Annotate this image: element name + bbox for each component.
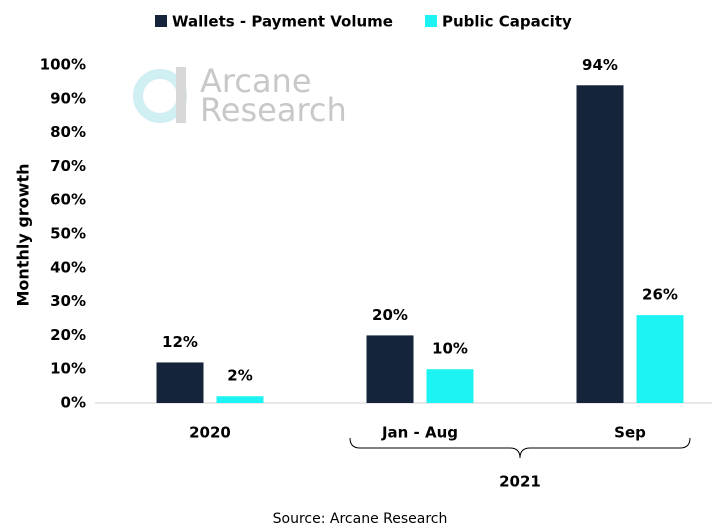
data-label: 12%: [162, 333, 198, 351]
y-axis-label: Monthly growth: [14, 164, 33, 307]
y-tick-label: 90%: [50, 89, 86, 107]
data-label: 26%: [642, 286, 678, 304]
y-tick-label: 70%: [50, 157, 86, 175]
y-tick-label: 50%: [50, 225, 86, 243]
bar: [576, 85, 624, 403]
y-tick-label: 0%: [61, 394, 86, 412]
x-tick-label: Jan - Aug: [381, 424, 458, 442]
watermark-text: Arcane: [200, 62, 312, 100]
watermark-text: Research: [200, 91, 347, 129]
legend-label: Wallets - Payment Volume: [172, 13, 393, 31]
bar: [636, 315, 684, 403]
y-tick-label: 40%: [50, 258, 86, 276]
bar: [366, 335, 414, 403]
bar: [156, 362, 204, 403]
watermark-logo: [176, 67, 186, 123]
x-tick-label: Sep: [614, 424, 646, 442]
data-label: 2%: [227, 367, 252, 385]
watermark: Arcane Research: [133, 62, 347, 129]
watermark-logo: [133, 69, 187, 123]
data-label: 94%: [582, 56, 618, 74]
bar: [426, 369, 474, 403]
bar: [216, 396, 264, 403]
legend-swatch: [155, 15, 167, 27]
y-tick-label: 80%: [50, 123, 86, 141]
group-label: 2021: [499, 473, 541, 491]
y-tick-label: 20%: [50, 326, 86, 344]
y-tick-label: 60%: [50, 191, 86, 209]
legend-swatch: [424, 15, 437, 27]
data-label: 10%: [432, 340, 468, 358]
group-brace: [349, 437, 691, 459]
legend-label: Public Capacity: [442, 13, 572, 31]
y-tick-label: 10%: [50, 360, 86, 378]
y-tick-label: 30%: [50, 292, 86, 310]
data-label: 20%: [372, 306, 408, 324]
x-tick-label: 2020: [189, 424, 231, 442]
y-tick-label: 100%: [40, 56, 86, 74]
source: Source: Arcane Research: [273, 511, 448, 527]
